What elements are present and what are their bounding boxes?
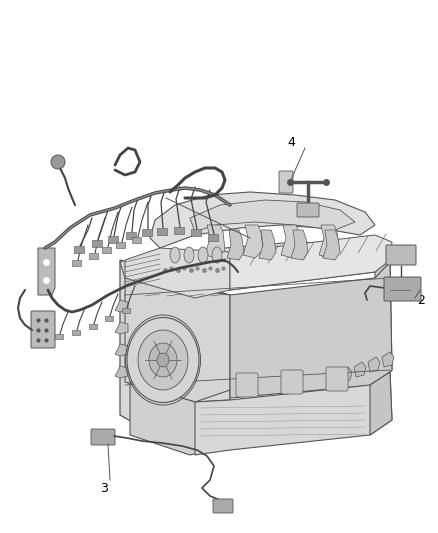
FancyBboxPatch shape <box>74 246 84 253</box>
Polygon shape <box>319 225 339 258</box>
Polygon shape <box>115 322 128 334</box>
FancyBboxPatch shape <box>384 277 421 301</box>
FancyBboxPatch shape <box>31 311 55 348</box>
FancyBboxPatch shape <box>55 334 63 339</box>
FancyBboxPatch shape <box>191 229 201 236</box>
Polygon shape <box>368 357 380 372</box>
Polygon shape <box>190 200 355 232</box>
Ellipse shape <box>138 330 188 390</box>
Polygon shape <box>115 300 128 312</box>
Polygon shape <box>120 260 230 445</box>
FancyBboxPatch shape <box>126 232 136 239</box>
Polygon shape <box>382 352 394 367</box>
Polygon shape <box>120 252 158 278</box>
Polygon shape <box>227 230 244 260</box>
Polygon shape <box>370 372 392 435</box>
Circle shape <box>51 155 65 169</box>
FancyBboxPatch shape <box>297 203 319 217</box>
FancyBboxPatch shape <box>281 370 303 394</box>
Polygon shape <box>150 192 375 248</box>
Polygon shape <box>291 230 308 260</box>
Polygon shape <box>155 242 390 290</box>
FancyBboxPatch shape <box>102 247 111 253</box>
Polygon shape <box>195 372 392 455</box>
Polygon shape <box>38 248 55 295</box>
FancyBboxPatch shape <box>279 171 293 193</box>
FancyBboxPatch shape <box>89 324 97 329</box>
FancyBboxPatch shape <box>326 367 348 391</box>
Polygon shape <box>340 367 352 382</box>
Polygon shape <box>230 262 392 398</box>
Text: 3: 3 <box>100 481 108 495</box>
Polygon shape <box>281 225 301 258</box>
FancyBboxPatch shape <box>142 229 152 236</box>
Polygon shape <box>230 235 392 290</box>
FancyBboxPatch shape <box>174 227 184 234</box>
Ellipse shape <box>170 247 180 263</box>
Ellipse shape <box>198 247 208 263</box>
FancyBboxPatch shape <box>105 316 113 321</box>
Ellipse shape <box>212 247 222 263</box>
FancyBboxPatch shape <box>91 429 115 445</box>
Ellipse shape <box>184 247 194 263</box>
Polygon shape <box>323 230 340 260</box>
FancyBboxPatch shape <box>116 242 125 248</box>
Polygon shape <box>125 278 230 402</box>
FancyBboxPatch shape <box>208 234 218 241</box>
Polygon shape <box>259 230 276 260</box>
Polygon shape <box>115 344 128 356</box>
FancyBboxPatch shape <box>157 228 167 235</box>
Polygon shape <box>243 225 263 258</box>
FancyBboxPatch shape <box>72 330 80 335</box>
Text: 1: 1 <box>252 230 260 243</box>
Polygon shape <box>125 248 230 298</box>
Polygon shape <box>375 258 392 388</box>
Text: 2: 2 <box>417 294 425 306</box>
Ellipse shape <box>149 343 177 377</box>
FancyBboxPatch shape <box>386 245 416 265</box>
Polygon shape <box>205 225 225 258</box>
FancyBboxPatch shape <box>108 236 118 243</box>
FancyBboxPatch shape <box>72 260 81 266</box>
FancyBboxPatch shape <box>236 373 258 397</box>
FancyBboxPatch shape <box>89 253 98 259</box>
Text: 4: 4 <box>287 135 295 149</box>
Polygon shape <box>130 382 230 455</box>
FancyBboxPatch shape <box>122 308 130 313</box>
Polygon shape <box>354 362 366 377</box>
Ellipse shape <box>127 318 199 402</box>
FancyBboxPatch shape <box>92 240 102 247</box>
Ellipse shape <box>157 353 169 367</box>
FancyBboxPatch shape <box>132 237 141 243</box>
FancyBboxPatch shape <box>213 499 233 513</box>
Polygon shape <box>115 366 128 378</box>
